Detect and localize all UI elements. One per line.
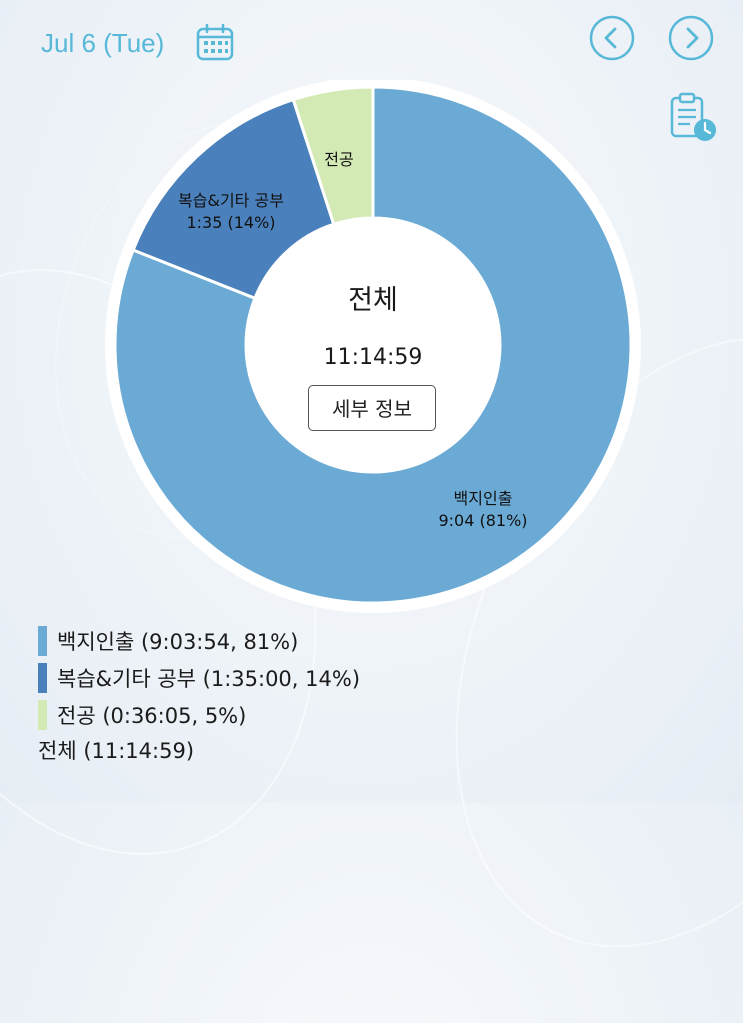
slice-label-2: 복습&기타 공부 1:35 (14%) (161, 190, 301, 234)
date-label[interactable]: Jul 6 (Tue) (41, 28, 165, 58)
clipboard-clock-icon[interactable] (666, 90, 720, 144)
legend-text: 복습&기타 공부 (1:35:00, 14%) (57, 666, 361, 691)
chevron-right-icon (668, 15, 714, 61)
legend-swatch (38, 699, 47, 730)
slice-label-1: 백지인출 9:04 (81%) (423, 488, 543, 532)
legend-swatch (38, 625, 47, 656)
legend-text: 백지인출 (9:03:54, 81%) (57, 629, 299, 654)
next-day-button[interactable] (667, 14, 715, 62)
slice-label-value: 1:35 (14%) (186, 213, 276, 232)
slice-label-name: 백지인출 (453, 489, 513, 508)
legend-item: 백지인출 (9:03:54, 81%) (38, 622, 360, 659)
donut-chart-svg (105, 80, 641, 613)
center-total-time: 11:14:59 (323, 345, 423, 370)
previous-day-button[interactable] (588, 14, 636, 62)
slice-label-value: 9:04 (81%) (438, 511, 528, 530)
detail-info-button[interactable]: 세부 정보 (308, 385, 436, 431)
chevron-left-icon (589, 15, 635, 61)
legend-text: 전공 (0:36:05, 5%) (57, 703, 247, 728)
donut-chart: 전체 11:14:59 세부 정보 백지인출 9:04 (81%) 복습&기타 … (95, 80, 651, 620)
calendar-icon[interactable] (196, 23, 234, 62)
slice-label-3: 전공 (309, 149, 369, 171)
center-title: 전체 (348, 285, 398, 316)
legend-item: 복습&기타 공부 (1:35:00, 14%) (38, 659, 360, 696)
legend-swatch (38, 662, 47, 693)
slice-label-name: 복습&기타 공부 (178, 191, 284, 210)
legend-total: 전체 (11:14:59) (38, 739, 195, 763)
legend: 백지인출 (9:03:54, 81%) 복습&기타 공부 (1:35:00, 1… (38, 622, 360, 770)
slice-label-name: 전공 (324, 150, 354, 169)
legend-item: 전공 (0:36:05, 5%) (38, 696, 360, 733)
